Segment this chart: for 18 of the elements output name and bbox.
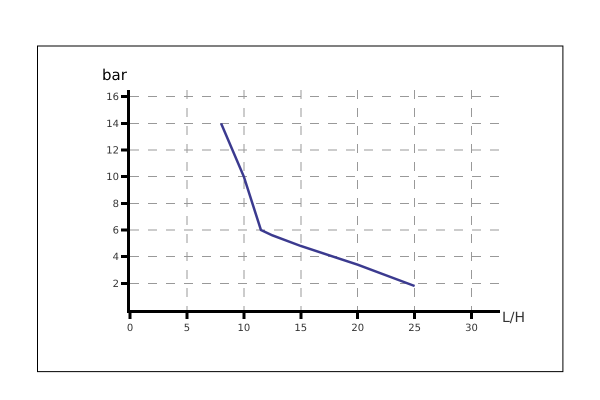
y-tick-label: 6 xyxy=(112,226,119,236)
y-tick-label: 10 xyxy=(106,172,119,184)
x-axis-title: L/H xyxy=(502,310,526,326)
x-tick-label: 25 xyxy=(408,323,421,334)
y-tick-label: 4 xyxy=(112,252,119,264)
y-tick-label: 2 xyxy=(112,278,119,290)
x-tick-label: 20 xyxy=(351,323,364,334)
y-tick-label: 14 xyxy=(106,118,119,130)
line-series xyxy=(220,122,416,288)
y-tick-label: 16 xyxy=(106,92,119,104)
x-tick-label: 30 xyxy=(465,323,478,334)
x-tick-label: 5 xyxy=(184,323,190,334)
y-tick-label: 12 xyxy=(106,146,119,156)
x-tick-label: 0 xyxy=(126,323,134,334)
y-axis-title: bar xyxy=(102,66,128,84)
x-tick-label: 15 xyxy=(294,323,308,334)
x-tick-label: 10 xyxy=(237,323,250,334)
y-tick-label: 8 xyxy=(112,198,119,210)
